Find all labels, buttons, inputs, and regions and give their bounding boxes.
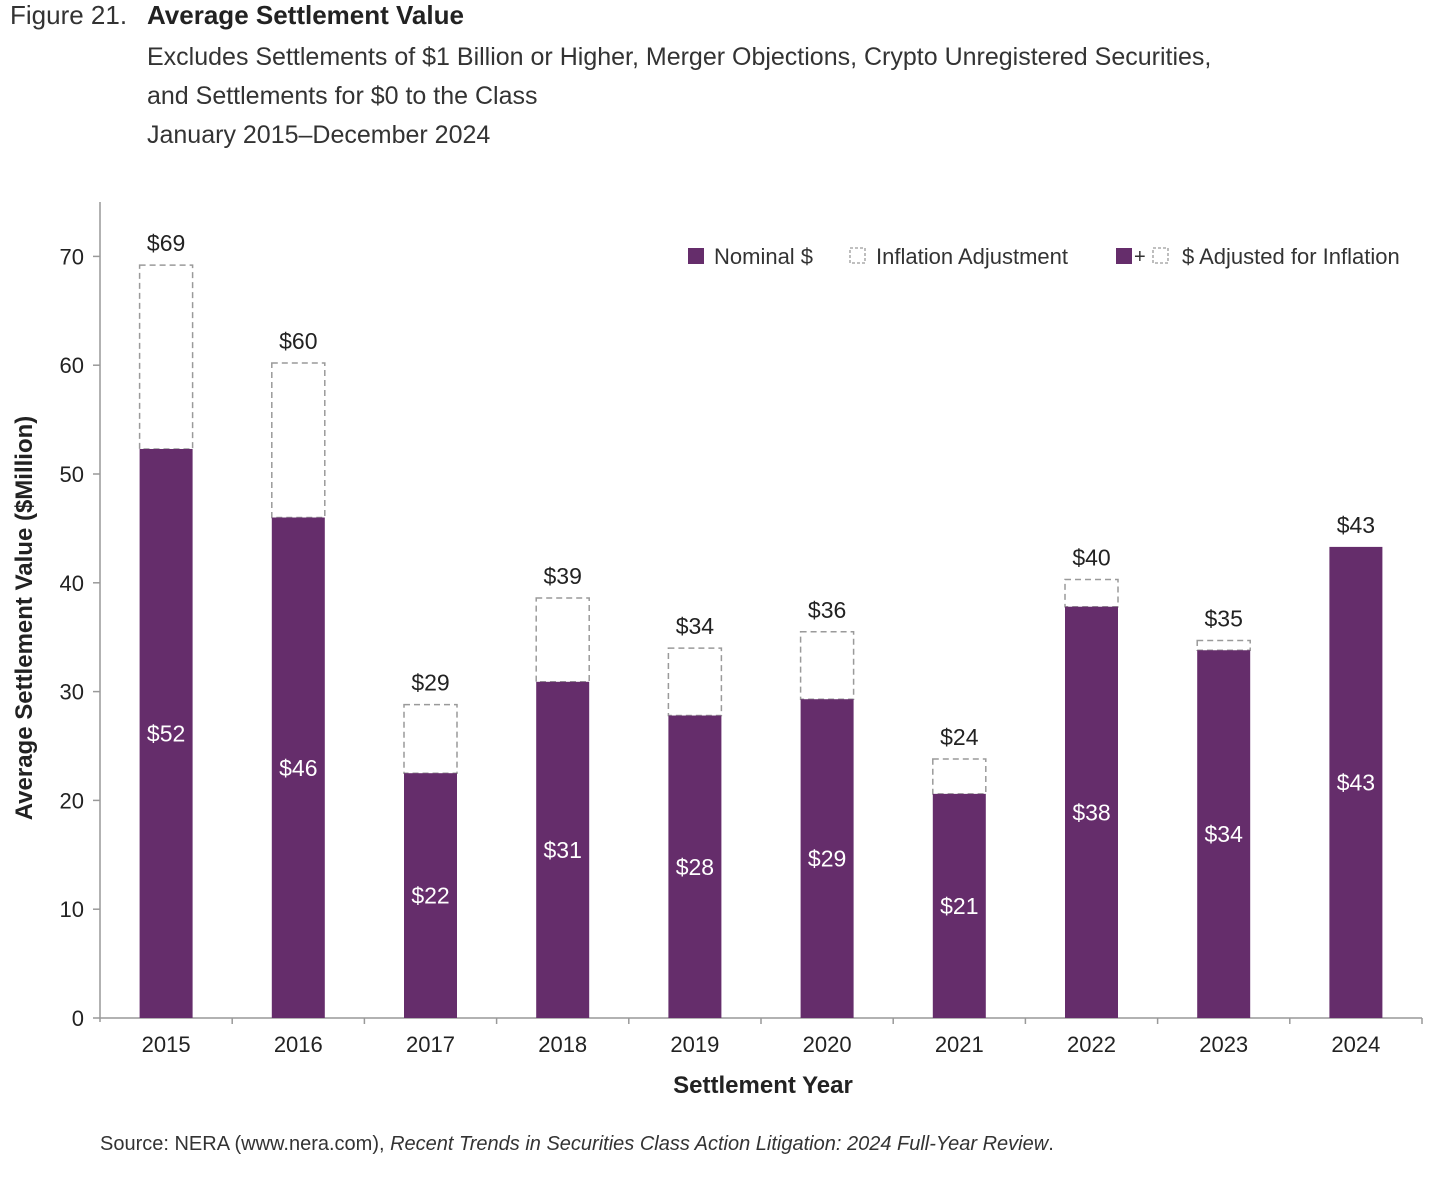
nominal-bar-2022	[1065, 606, 1118, 1018]
subtitle-line-3: January 2015–December 2024	[147, 121, 491, 149]
legend-combined-adjustment-swatch	[1152, 247, 1169, 264]
nominal-value-label-2021: $21	[940, 893, 978, 919]
x-tick-label-2023: 2023	[1199, 1032, 1248, 1057]
legend-nominal-label: Nominal $	[714, 244, 813, 269]
total-value-label-2022: $40	[1072, 545, 1110, 571]
x-tick-label-2021: 2021	[935, 1032, 984, 1057]
x-axis-title: Settlement Year	[673, 1072, 853, 1099]
inflation-adjustment-bar-2023	[1196, 639, 1251, 652]
source-title: Recent Trends in Securities Class Action…	[390, 1133, 1049, 1155]
total-value-label-2024: $43	[1337, 512, 1375, 538]
total-value-label-2023: $35	[1205, 605, 1243, 631]
nominal-bar-2024	[1329, 546, 1383, 1018]
legend-combined-label: $ Adjusted for Inflation	[1182, 244, 1400, 269]
inflation-adjustment-bar-2018	[535, 597, 590, 683]
inflation-adjustment-bar-2016	[271, 362, 326, 519]
total-value-label-2016: $60	[279, 328, 317, 354]
y-tick-label: 70	[60, 244, 84, 269]
total-value-label-2017: $29	[411, 670, 449, 696]
nominal-bar-2017	[404, 773, 457, 1018]
legend-adjustment-swatch	[849, 247, 866, 264]
x-tick-label-2015: 2015	[142, 1032, 191, 1057]
inflation-adjustment-bar-2019	[667, 647, 723, 717]
x-tick-label-2017: 2017	[406, 1032, 455, 1057]
y-axis-title: Average Settlement Value ($Million)	[11, 416, 38, 821]
inflation-adjustment-bar-2021	[932, 758, 987, 795]
x-tick-label-2022: 2022	[1067, 1032, 1116, 1057]
legend-nominal-swatch	[688, 248, 704, 264]
nominal-value-label-2017: $22	[411, 883, 449, 909]
figure-label: Figure 21.	[10, 0, 128, 30]
total-value-label-2015: $69	[147, 230, 185, 256]
chart-subtitle: Excludes Settlements of $1 Billion or Hi…	[147, 38, 1377, 155]
nominal-value-label-2019: $28	[676, 854, 714, 880]
settlement-bar-chart: 0 10 20 30 40 50 60 70 $52 $69 2015 $46 $60 2016 $22 $2…	[11, 202, 1423, 1099]
total-value-label-2021: $24	[940, 724, 979, 750]
nominal-value-label-2023: $34	[1205, 821, 1244, 847]
total-value-label-2019: $34	[676, 613, 715, 639]
nominal-bar-2015	[139, 448, 193, 1018]
legend-adjustment-label: Inflation Adjustment	[876, 244, 1068, 269]
y-tick-label: 20	[60, 788, 84, 813]
nominal-value-label-2024: $43	[1337, 769, 1375, 795]
inflation-adjustment-bar-2020	[799, 631, 855, 700]
inflation-adjustment-bar-2022	[1064, 578, 1119, 608]
total-value-label-2020: $36	[808, 597, 846, 623]
nominal-bar-2023	[1197, 650, 1251, 1018]
source-note: Source: NERA (www.nera.com), Recent Tren…	[100, 1133, 1054, 1156]
legend-combined-joiner: +	[1134, 246, 1146, 268]
y-tick-label: 30	[60, 680, 84, 705]
inflation-adjustment-bar-2017	[403, 703, 458, 774]
x-tick-label-2016: 2016	[274, 1032, 323, 1057]
x-tick-label-2019: 2019	[670, 1032, 719, 1057]
nominal-value-label-2016: $46	[279, 755, 317, 781]
y-tick-label: 50	[60, 462, 84, 487]
y-tick-label: 10	[60, 897, 84, 922]
chart-title: Average Settlement Value	[147, 0, 464, 30]
subtitle-line-1: Excludes Settlements of $1 Billion or Hi…	[147, 43, 1212, 71]
nominal-value-label-2020: $29	[808, 846, 846, 872]
nominal-bar-2016	[271, 517, 325, 1018]
y-tick-label: 40	[60, 571, 84, 596]
nominal-bar-2019	[668, 715, 722, 1018]
inflation-adjustment-bar-2015	[138, 264, 194, 450]
nominal-value-label-2022: $38	[1072, 799, 1110, 825]
nominal-bar-2020	[800, 699, 854, 1018]
y-tick-label: 0	[72, 1006, 84, 1031]
nominal-value-label-2015: $52	[147, 720, 185, 746]
x-tick-label-2018: 2018	[538, 1032, 587, 1057]
total-value-label-2018: $39	[544, 563, 582, 589]
source-prefix: Source: NERA (www.nera.com),	[100, 1133, 391, 1155]
nominal-bar-2018	[536, 681, 590, 1018]
source-suffix: .	[1048, 1133, 1054, 1155]
x-tick-label-2020: 2020	[803, 1032, 852, 1057]
x-tick-label-2024: 2024	[1331, 1032, 1380, 1057]
y-tick-label: 60	[60, 353, 84, 378]
legend-combined-nominal-swatch	[1116, 248, 1132, 264]
nominal-bar-2021	[932, 793, 986, 1018]
nominal-value-label-2018: $31	[544, 837, 582, 863]
subtitle-line-2: and Settlements for $0 to the Class	[147, 82, 538, 110]
